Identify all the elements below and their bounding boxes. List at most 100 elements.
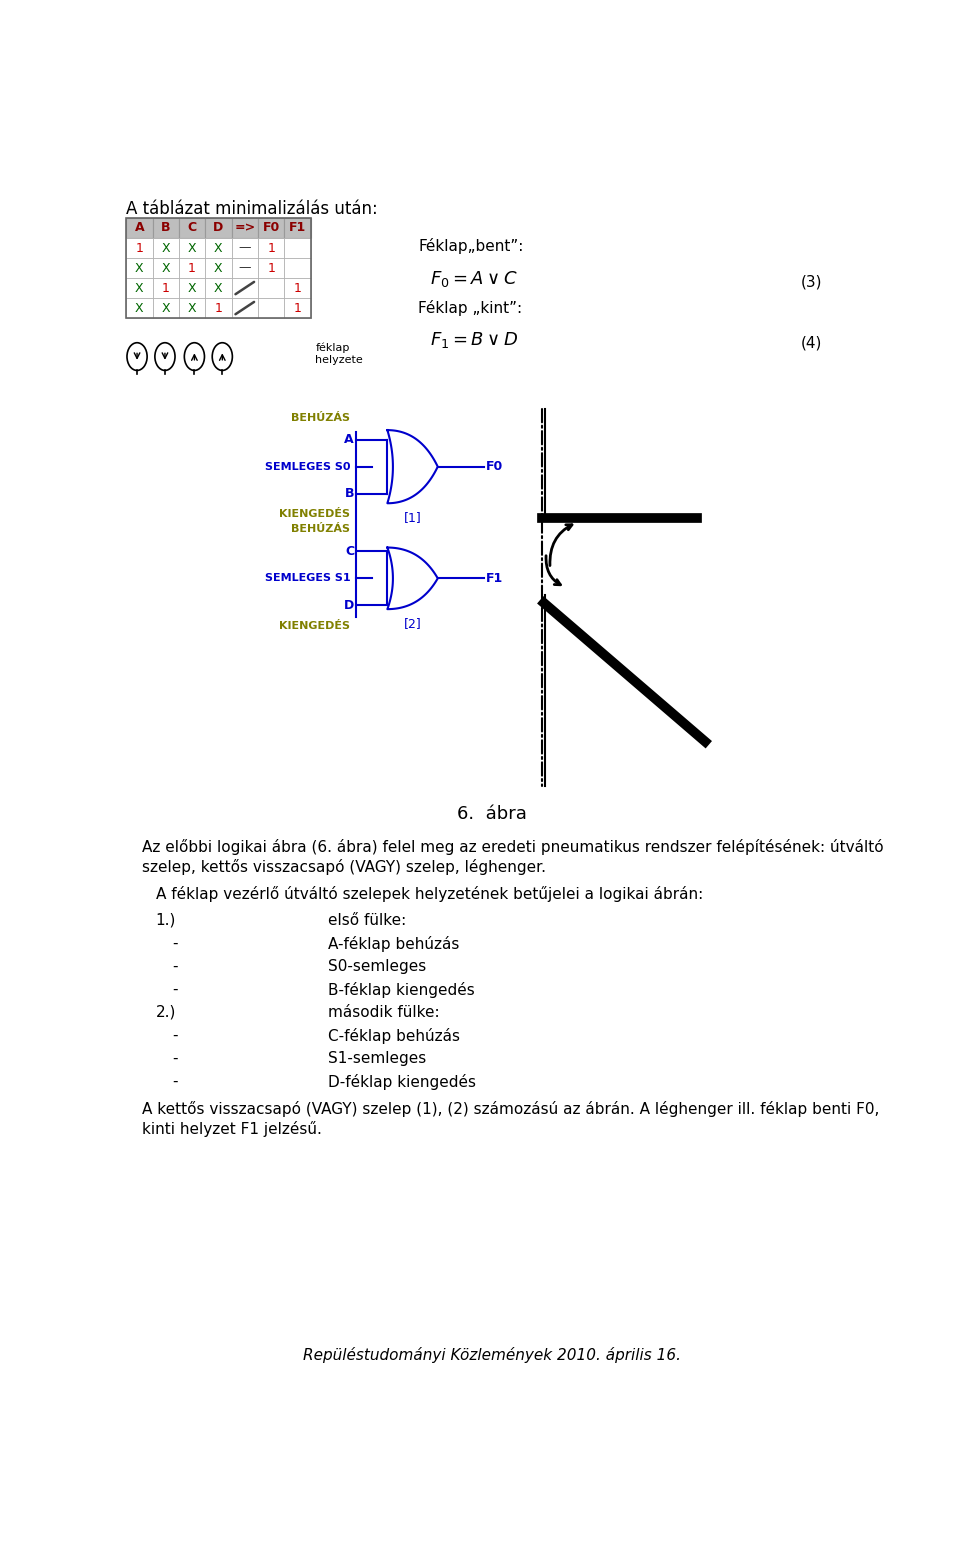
Bar xyxy=(179,258,205,278)
Text: X: X xyxy=(188,302,197,314)
Text: A-féklap behúzás: A-féklap behúzás xyxy=(327,936,459,951)
Text: X: X xyxy=(214,261,223,274)
Bar xyxy=(284,258,311,278)
Text: 6.  ábra: 6. ábra xyxy=(457,806,527,823)
Text: D: D xyxy=(213,221,224,235)
Text: szelep, kettős visszacsapó (VAGY) szelep, léghenger.: szelep, kettős visszacsapó (VAGY) szelep… xyxy=(142,859,545,874)
Bar xyxy=(126,299,153,319)
Text: KIENGEDÉS: KIENGEDÉS xyxy=(279,620,350,631)
Ellipse shape xyxy=(155,343,175,370)
Text: Féklap „kint”:: Féklap „kint”: xyxy=(419,300,522,316)
Text: BEHÚZÁS: BEHÚZÁS xyxy=(291,413,350,422)
Text: $F_0= A \vee C$: $F_0= A \vee C$ xyxy=(430,269,518,289)
Bar xyxy=(205,238,231,258)
Text: [2]: [2] xyxy=(404,617,421,630)
Bar xyxy=(153,278,179,299)
Bar xyxy=(231,218,258,238)
Text: féklap
helyzete: féklap helyzete xyxy=(315,342,363,365)
Text: KIENGEDÉS: KIENGEDÉS xyxy=(279,509,350,520)
Text: A táblázat minimalizálás után:: A táblázat minimalizálás után: xyxy=(126,200,378,218)
Bar xyxy=(284,218,311,238)
Text: X: X xyxy=(161,302,170,314)
Text: X: X xyxy=(188,241,197,255)
Bar xyxy=(126,258,153,278)
Text: -: - xyxy=(173,1074,179,1089)
Text: A: A xyxy=(134,221,144,235)
Text: B-féklap kiengedés: B-féklap kiengedés xyxy=(327,982,474,998)
Text: SEMLEGES S0: SEMLEGES S0 xyxy=(265,461,350,472)
Text: F1: F1 xyxy=(486,572,503,585)
Bar xyxy=(284,299,311,319)
Text: S0-semleges: S0-semleges xyxy=(327,959,426,973)
Text: F1: F1 xyxy=(289,221,306,235)
Bar xyxy=(205,299,231,319)
Text: BEHÚZÁS: BEHÚZÁS xyxy=(291,524,350,534)
Text: (4): (4) xyxy=(801,336,822,351)
Text: 1: 1 xyxy=(188,261,196,274)
Bar xyxy=(284,238,311,258)
Text: X: X xyxy=(214,241,223,255)
Bar xyxy=(231,299,258,319)
Text: 1: 1 xyxy=(214,302,223,314)
Bar xyxy=(126,218,311,319)
Text: (3): (3) xyxy=(801,274,822,289)
Ellipse shape xyxy=(184,343,204,370)
Text: —: — xyxy=(238,261,251,274)
Text: 1: 1 xyxy=(267,261,276,274)
Bar xyxy=(205,258,231,278)
Text: $F_1= B \vee D$: $F_1= B \vee D$ xyxy=(430,331,518,351)
Text: első fülke:: első fülke: xyxy=(327,913,406,928)
Text: D: D xyxy=(344,599,354,611)
Text: 1: 1 xyxy=(267,241,276,255)
Bar xyxy=(179,238,205,258)
Text: A féklap vezérlő útváltó szelepek helyzetének betűjelei a logikai ábrán:: A féklap vezérlő útváltó szelepek helyze… xyxy=(156,885,703,902)
Bar xyxy=(231,278,258,299)
Text: 1: 1 xyxy=(135,241,143,255)
Bar xyxy=(258,278,284,299)
Text: 1: 1 xyxy=(294,282,301,294)
Bar xyxy=(153,299,179,319)
Text: X: X xyxy=(161,261,170,274)
Text: 1: 1 xyxy=(162,282,170,294)
Text: második fülke:: második fülke: xyxy=(327,1006,440,1019)
Bar xyxy=(205,218,231,238)
Ellipse shape xyxy=(127,343,147,370)
Bar xyxy=(126,238,153,258)
Text: 1.): 1.) xyxy=(156,913,176,928)
Text: A: A xyxy=(345,433,354,446)
Text: [1]: [1] xyxy=(404,511,421,524)
Text: X: X xyxy=(214,282,223,294)
Bar xyxy=(153,258,179,278)
Bar xyxy=(179,278,205,299)
Text: -: - xyxy=(173,936,179,950)
Text: kinti helyzet F1 jelzésű.: kinti helyzet F1 jelzésű. xyxy=(142,1122,322,1137)
Bar xyxy=(231,238,258,258)
Bar xyxy=(126,278,153,299)
Text: C: C xyxy=(345,545,354,558)
Text: SEMLEGES S1: SEMLEGES S1 xyxy=(265,574,350,583)
Text: B: B xyxy=(161,221,171,235)
Text: X: X xyxy=(135,302,144,314)
Bar xyxy=(258,258,284,278)
Bar xyxy=(284,278,311,299)
Bar xyxy=(153,238,179,258)
Bar xyxy=(231,258,258,278)
Text: -: - xyxy=(173,1050,179,1066)
Text: D-féklap kiengedés: D-féklap kiengedés xyxy=(327,1074,476,1091)
Bar xyxy=(258,299,284,319)
Bar xyxy=(179,299,205,319)
Text: A kettős visszacsapó (VAGY) szelep (1), (2) számozású az ábrán. A léghenger ill.: A kettős visszacsapó (VAGY) szelep (1), … xyxy=(142,1101,879,1117)
Text: X: X xyxy=(135,282,144,294)
Bar xyxy=(153,218,179,238)
Bar xyxy=(126,218,153,238)
Text: 2.): 2.) xyxy=(156,1006,176,1019)
Text: Repüléstudományi Közlemények 2010. április 16.: Repüléstudományi Közlemények 2010. ápril… xyxy=(303,1347,681,1363)
Text: X: X xyxy=(161,241,170,255)
Bar xyxy=(205,278,231,299)
Ellipse shape xyxy=(212,343,232,370)
Text: X: X xyxy=(135,261,144,274)
Text: C: C xyxy=(187,221,197,235)
Text: -: - xyxy=(173,982,179,996)
Bar xyxy=(258,238,284,258)
Text: F0: F0 xyxy=(486,459,503,473)
